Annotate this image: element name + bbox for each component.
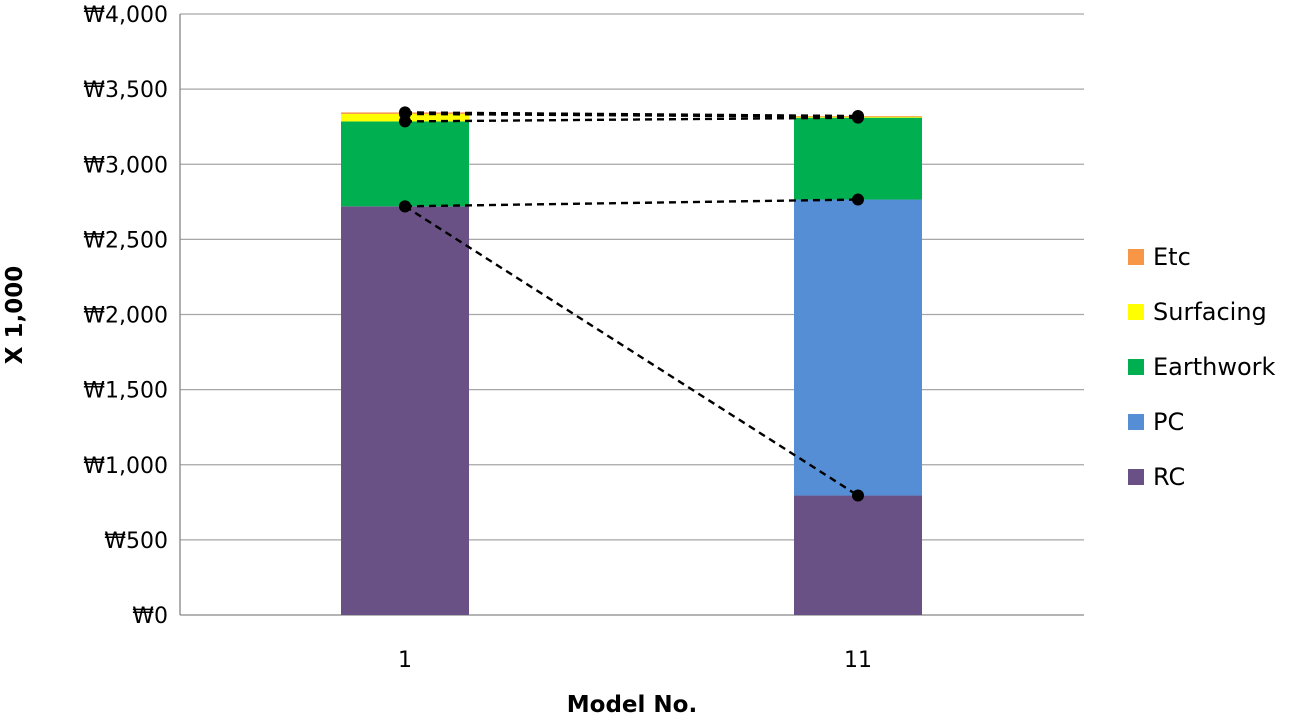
connector-point bbox=[399, 106, 411, 119]
y-tick-label: ₩3,000 bbox=[83, 153, 168, 178]
connector-line bbox=[404, 205, 859, 497]
connector-point bbox=[852, 489, 864, 502]
legend-swatch-pc bbox=[1128, 414, 1144, 430]
legend-label-pc: PC bbox=[1153, 408, 1184, 436]
legend-label-surfacing: Surfacing bbox=[1153, 298, 1267, 326]
connector-point bbox=[852, 193, 864, 206]
legend-label-rc: RC bbox=[1153, 463, 1185, 491]
legend-label-earthwork: Earthwork bbox=[1153, 353, 1276, 381]
legend: Etc Surfacing Earthwork PC RC bbox=[1128, 243, 1276, 491]
legend-swatch-surfacing bbox=[1128, 304, 1144, 320]
connector-point bbox=[399, 200, 411, 213]
y-tick-label: ₩500 bbox=[104, 529, 168, 554]
connector-line bbox=[404, 198, 859, 208]
gridlines bbox=[179, 13, 1084, 616]
y-tick-label: ₩4,000 bbox=[83, 3, 168, 28]
x-axis-ticks: 1 11 bbox=[398, 648, 872, 673]
connector-line bbox=[404, 116, 859, 123]
y-tick-label: ₩2,500 bbox=[83, 228, 168, 253]
bars bbox=[341, 112, 922, 615]
y-tick-label: ₩1,500 bbox=[83, 379, 168, 404]
y-axis-ticks: ₩0 ₩500 ₩1,000 ₩1,500 ₩2,000 ₩2,500 ₩3,000 ₩3,5… bbox=[83, 3, 168, 629]
y-tick-label: ₩0 bbox=[132, 604, 168, 629]
legend-swatch-earthwork bbox=[1128, 359, 1144, 375]
connector-line bbox=[404, 111, 859, 118]
y-axis-title: X 1,000 bbox=[2, 266, 28, 365]
bar-segment-rc bbox=[341, 206, 469, 615]
bar-segment-earthwork bbox=[794, 117, 922, 200]
bar-segment-earthwork bbox=[341, 121, 469, 207]
x-tick-label: 11 bbox=[844, 648, 872, 673]
y-tick-label: ₩2,000 bbox=[83, 304, 168, 329]
bar-segment-rc bbox=[794, 495, 922, 615]
y-tick-label: ₩1,000 bbox=[83, 454, 168, 479]
x-axis-title: Model No. bbox=[567, 692, 697, 716]
y-tick-label: ₩3,500 bbox=[83, 78, 168, 103]
legend-label-etc: Etc bbox=[1153, 243, 1191, 271]
bar-segment-pc bbox=[794, 199, 922, 496]
connector-lines bbox=[399, 106, 864, 502]
x-tick-label: 1 bbox=[398, 648, 412, 673]
connector-point bbox=[852, 110, 864, 123]
legend-swatch-etc bbox=[1128, 249, 1144, 265]
legend-swatch-rc bbox=[1128, 469, 1144, 485]
